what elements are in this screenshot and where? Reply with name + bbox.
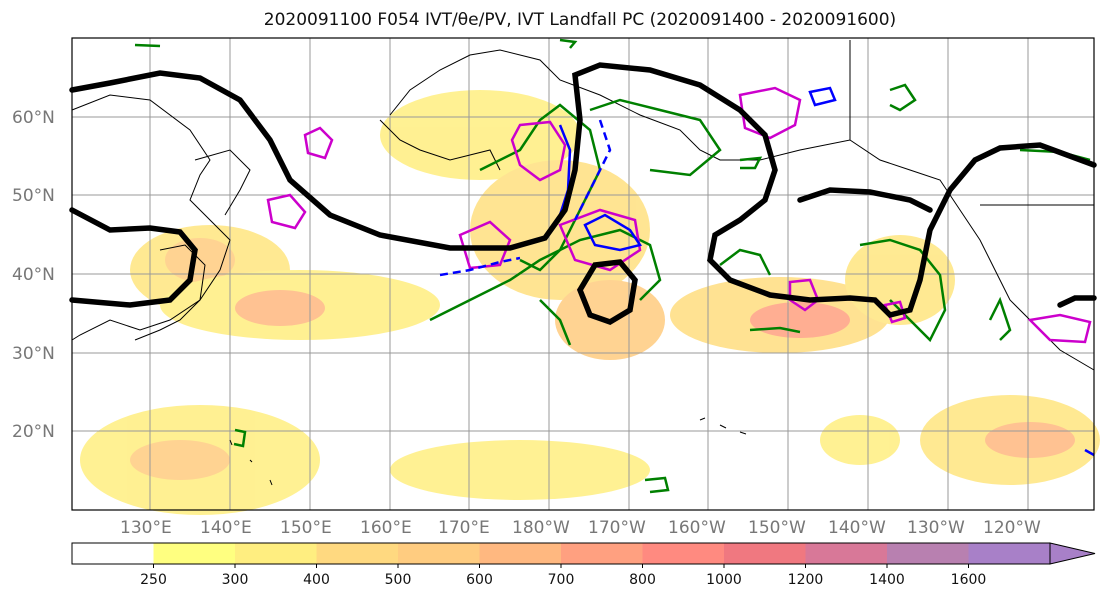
ivt-blob-hawaii bbox=[820, 415, 900, 465]
ivt-shading bbox=[80, 90, 1100, 515]
colorbar-tick-label: 400 bbox=[303, 572, 330, 588]
colorbar-tick-label: 250 bbox=[140, 572, 167, 588]
lon-label: 150°W bbox=[748, 518, 806, 538]
colorbar: 250 300 400 500 600 700 800 1000 1200 1400 1600 bbox=[71, 542, 1096, 588]
lat-label: 20°N bbox=[12, 422, 55, 442]
colorbar-segment bbox=[561, 543, 643, 564]
coast-hawaii bbox=[699, 417, 747, 435]
lon-label: 130°E bbox=[120, 518, 172, 538]
lon-label: 130°W bbox=[907, 518, 965, 538]
lon-label: 140°W bbox=[828, 518, 886, 538]
colorbar-tick-label: 1400 bbox=[869, 572, 905, 588]
colorbar-segment bbox=[72, 543, 154, 564]
coastlines bbox=[71, 40, 1095, 486]
colorbar-segment bbox=[724, 543, 806, 564]
heavy-contour-west bbox=[69, 62, 1097, 319]
lon-label: 160°E bbox=[360, 518, 412, 538]
colorbar-segment bbox=[316, 543, 399, 564]
colorbar-segment bbox=[968, 543, 1051, 564]
colorbar-tick-label: 1200 bbox=[788, 572, 824, 588]
lon-label: 180°W bbox=[512, 518, 570, 538]
graticule bbox=[72, 38, 1094, 510]
colorbar-segment bbox=[642, 543, 725, 564]
colorbar-segment bbox=[887, 543, 969, 564]
ivt-blob-bering bbox=[380, 90, 580, 180]
colorbar-tick-label: 700 bbox=[548, 572, 575, 588]
ivt-blob-tropic-west-core bbox=[130, 440, 230, 480]
longitude-labels: 130°E 140°E 150°E 160°E 170°E 180°W 170°… bbox=[120, 518, 1041, 538]
lon-label: 160°W bbox=[668, 518, 726, 538]
coast-kamchatka bbox=[194, 149, 251, 216]
colorbar-tick-label: 800 bbox=[629, 572, 656, 588]
coast-japan bbox=[134, 244, 206, 341]
colorbar-segment bbox=[479, 543, 562, 564]
lat-label: 50°N bbox=[12, 186, 55, 206]
lon-label: 170°E bbox=[438, 518, 490, 538]
heavy-contour-east bbox=[797, 187, 933, 213]
colorbar-segment bbox=[398, 543, 480, 564]
colorbar-segment bbox=[235, 543, 317, 564]
heavy-contour-japan bbox=[69, 207, 198, 308]
lat-label: 40°N bbox=[12, 265, 55, 285]
heavy-contour-coast bbox=[1057, 295, 1097, 308]
heavy-contours bbox=[69, 62, 1097, 326]
ivt-blob-tropic-mid bbox=[390, 440, 650, 500]
ivt-blob-tropic-east-core bbox=[985, 422, 1075, 458]
heavy-contour-loop bbox=[576, 259, 638, 326]
coast-north-america bbox=[759, 139, 1095, 371]
lon-label: 150°E bbox=[280, 518, 332, 538]
colorbar-tick-label: 1600 bbox=[951, 572, 987, 588]
lat-label: 30°N bbox=[12, 344, 55, 364]
coast-alaska-bering bbox=[379, 119, 501, 171]
ivt-blob-aleutian bbox=[470, 160, 650, 300]
lon-label: 170°W bbox=[588, 518, 646, 538]
lat-label: 60°N bbox=[12, 108, 55, 128]
colorbar-tick-label: 300 bbox=[222, 572, 249, 588]
colorbar-segment bbox=[153, 543, 236, 564]
map-frame bbox=[71, 37, 1095, 511]
colorbar-tick-label: 600 bbox=[466, 572, 493, 588]
theta-e-contours-blue bbox=[439, 86, 1095, 457]
colorbar-tick-label: 1000 bbox=[706, 572, 742, 588]
coast-pacific-islands bbox=[229, 439, 273, 486]
figure-title: 2020091100 F054 IVT/θe/PV, IVT Landfall … bbox=[263, 10, 897, 30]
ivt-blob-west-pacific-core bbox=[235, 290, 325, 326]
latitude-labels: 60°N 50°N 40°N 30°N 20°N bbox=[12, 108, 55, 442]
colorbar-tick-label: 500 bbox=[385, 572, 412, 588]
coast-asia bbox=[71, 94, 231, 341]
colorbar-extend-arrow bbox=[1049, 542, 1096, 565]
colorbar-segment bbox=[805, 543, 888, 564]
lon-label: 120°W bbox=[983, 518, 1041, 538]
lon-label: 140°E bbox=[200, 518, 252, 538]
coast-alaska bbox=[389, 49, 760, 161]
